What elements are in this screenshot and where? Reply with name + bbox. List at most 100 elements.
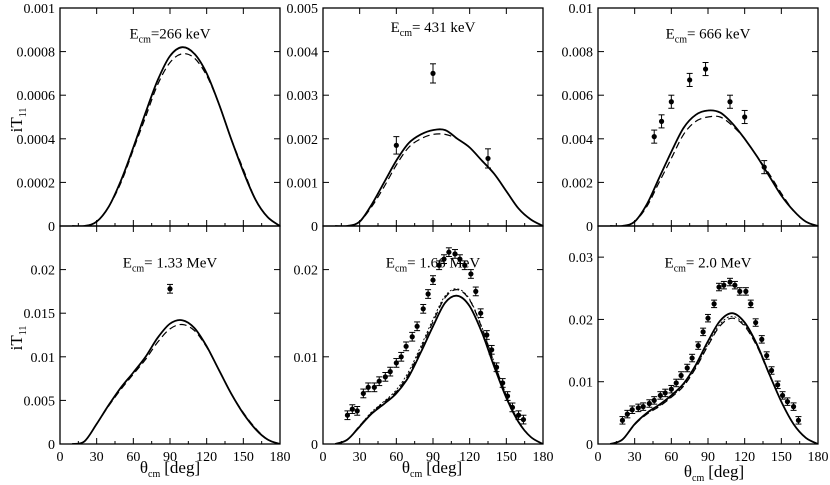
y-tick-label: 0.005 — [24, 394, 56, 409]
y-tick-label: 0.0006 — [17, 89, 56, 104]
data-marker — [784, 399, 791, 405]
x-tick-label: 60 — [664, 450, 678, 465]
data-point — [758, 335, 765, 344]
data-point — [779, 391, 786, 400]
x-tick-label: 30 — [90, 450, 104, 465]
energy-label: Ecm= 2.0 MeV — [665, 255, 752, 274]
x-tick-label: 90 — [163, 450, 177, 465]
data-point — [619, 416, 626, 425]
x-tick-label: 90 — [701, 450, 715, 465]
panel-1: 0 0.0002 0.0004 0.0006 0.0008 0.001 Ecm=266 ke… — [17, 2, 281, 235]
data-marker — [452, 251, 458, 257]
data-marker — [748, 301, 754, 307]
data-point — [668, 384, 675, 394]
data-marker — [657, 392, 663, 399]
x-tick-label: 60 — [126, 450, 140, 465]
series-solid-line — [335, 128, 543, 226]
data-point — [493, 362, 500, 373]
data-marker — [403, 343, 409, 349]
data-point — [742, 287, 749, 296]
data-point — [430, 275, 436, 285]
data-point — [700, 327, 707, 337]
data-marker — [436, 262, 442, 268]
data-point — [467, 269, 474, 279]
data-marker — [365, 384, 371, 390]
data-point — [795, 416, 802, 425]
data-point — [629, 405, 636, 414]
y-tick-label: 0 — [48, 438, 55, 453]
data-point — [761, 160, 768, 175]
x-tick-label: 150 — [233, 450, 254, 465]
data-point — [403, 341, 410, 352]
y-tick-label: 0.015 — [24, 307, 56, 322]
data-marker — [687, 77, 693, 83]
x-tick-label: 120 — [459, 450, 480, 465]
data-point — [689, 353, 696, 363]
data-point — [720, 280, 727, 290]
data-marker — [689, 355, 695, 361]
data-marker — [409, 334, 415, 340]
panel-3: 0 0.002 0.004 0.006 0.008 0.01 Ecm= 666 keV — [562, 2, 819, 235]
data-point — [774, 380, 781, 390]
x-axis-title-left: θcm [deg] — [140, 458, 200, 480]
data-point — [646, 399, 653, 408]
data-marker — [673, 380, 679, 386]
x-tick-label: 0 — [320, 450, 327, 465]
data-marker — [167, 286, 173, 292]
series-dashed-line — [610, 115, 818, 226]
data-marker — [678, 372, 684, 379]
data-point — [651, 129, 658, 144]
data-point — [393, 136, 400, 155]
data-marker — [430, 277, 436, 283]
x-tick-label: 150 — [771, 450, 792, 465]
y-tick-label: 0.01 — [31, 351, 56, 366]
x-tick-label: 180 — [808, 450, 829, 465]
data-point — [790, 402, 797, 411]
data-marker — [727, 99, 733, 105]
series-dashed-line — [72, 323, 280, 444]
data-point — [668, 94, 675, 109]
energy-label: Ecm= 666 keV — [666, 27, 751, 46]
data-point — [763, 351, 770, 360]
data-point — [684, 363, 691, 373]
data-point — [662, 388, 669, 398]
data-point — [472, 286, 479, 297]
data-marker — [468, 271, 474, 277]
data-marker — [489, 347, 495, 353]
data-point — [727, 277, 733, 287]
data-point — [736, 287, 743, 296]
data-point — [393, 358, 400, 368]
y-tick-label: 0.02 — [569, 313, 594, 328]
y-tick-label: 0 — [48, 220, 55, 235]
data-point — [483, 330, 490, 340]
data-marker — [684, 365, 690, 371]
data-point — [398, 351, 405, 362]
data-marker — [414, 323, 420, 329]
data-point — [452, 249, 458, 259]
data-marker — [651, 397, 657, 403]
data-marker — [732, 282, 738, 288]
y-tick-label: 0.03 — [569, 251, 594, 266]
data-marker — [344, 412, 351, 418]
y-tick-label: 0.02 — [31, 264, 56, 279]
data-marker — [721, 282, 727, 288]
y-tick-label: 0.004 — [287, 46, 319, 61]
data-point — [436, 260, 443, 271]
y-tick-label: 0.0004 — [17, 133, 56, 148]
data-marker — [484, 332, 490, 338]
data-marker — [668, 386, 674, 392]
data-marker — [382, 374, 388, 380]
data-marker — [779, 392, 786, 399]
panel-2: 0 0.001 0.002 0.003 0.004 0.005 Ecm= 431 keV — [287, 2, 544, 235]
data-point — [695, 341, 702, 350]
y-tick-label: 0 — [586, 220, 593, 235]
data-marker — [658, 118, 665, 124]
data-point — [425, 289, 432, 299]
data-point — [509, 402, 516, 413]
data-marker — [695, 342, 701, 349]
y-tick-label: 0.0008 — [17, 46, 56, 61]
series-solid-line — [72, 319, 280, 444]
x-tick-label: 120 — [734, 450, 755, 465]
panel-4: 0 30 60 90 120 150 180 0 0.005 0.01 0.015 0.02 Ecm= … — [24, 225, 291, 465]
